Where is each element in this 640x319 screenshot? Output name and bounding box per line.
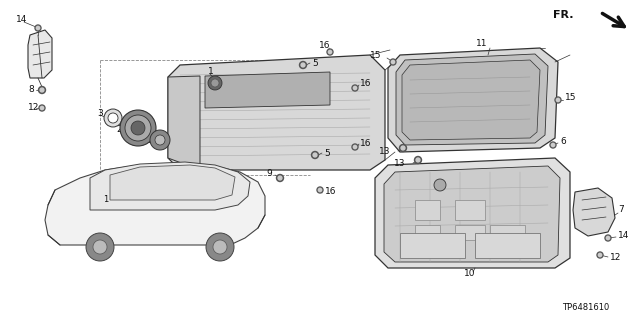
Circle shape	[415, 157, 422, 164]
Circle shape	[86, 233, 114, 261]
Text: 11: 11	[476, 40, 488, 48]
Circle shape	[550, 142, 556, 148]
Circle shape	[278, 176, 282, 180]
Circle shape	[313, 153, 317, 157]
Text: 14: 14	[16, 16, 28, 25]
Text: FR.: FR.	[552, 10, 573, 20]
Polygon shape	[402, 60, 540, 140]
Text: 2: 2	[116, 125, 122, 135]
Polygon shape	[90, 162, 250, 210]
Circle shape	[40, 106, 44, 110]
Circle shape	[353, 145, 356, 149]
Text: 16: 16	[325, 188, 337, 197]
Circle shape	[35, 25, 41, 31]
Bar	[455, 200, 485, 220]
Polygon shape	[396, 54, 548, 145]
Text: 12: 12	[28, 103, 40, 113]
Text: 13: 13	[378, 147, 390, 157]
Text: 8: 8	[28, 85, 34, 94]
Text: 5: 5	[324, 149, 330, 158]
Circle shape	[556, 98, 559, 102]
Polygon shape	[375, 158, 570, 268]
Circle shape	[108, 113, 118, 123]
Circle shape	[300, 62, 307, 69]
Circle shape	[40, 88, 44, 92]
Circle shape	[93, 240, 107, 254]
Polygon shape	[168, 76, 200, 170]
Circle shape	[597, 252, 603, 258]
Circle shape	[150, 130, 170, 150]
Circle shape	[434, 179, 446, 191]
Bar	[475, 233, 540, 258]
Circle shape	[318, 188, 322, 192]
Bar	[455, 225, 485, 240]
Circle shape	[317, 187, 323, 193]
Circle shape	[155, 135, 165, 145]
Text: 9: 9	[266, 169, 272, 179]
Bar	[415, 225, 440, 240]
Bar	[400, 233, 465, 258]
Circle shape	[401, 146, 405, 150]
Text: 1: 1	[103, 196, 108, 204]
Circle shape	[276, 174, 284, 182]
Circle shape	[211, 79, 219, 87]
Circle shape	[551, 143, 555, 147]
Circle shape	[399, 145, 406, 152]
Text: 7: 7	[618, 205, 624, 214]
Text: 16: 16	[360, 79, 371, 88]
Polygon shape	[28, 30, 52, 78]
Circle shape	[353, 86, 356, 90]
Circle shape	[312, 152, 319, 159]
Circle shape	[416, 158, 420, 162]
Text: 15: 15	[565, 93, 577, 102]
Text: 13: 13	[394, 160, 405, 168]
Circle shape	[213, 240, 227, 254]
Text: 10: 10	[464, 269, 476, 278]
Text: 16: 16	[319, 41, 331, 49]
Circle shape	[352, 144, 358, 150]
Text: 12: 12	[610, 254, 621, 263]
Polygon shape	[384, 166, 560, 262]
Text: 4: 4	[148, 137, 154, 146]
Text: 3: 3	[97, 108, 103, 117]
Circle shape	[352, 85, 358, 91]
Polygon shape	[388, 48, 558, 152]
Circle shape	[605, 235, 611, 241]
Text: 6: 6	[560, 137, 566, 146]
Circle shape	[39, 105, 45, 111]
Text: 5: 5	[312, 58, 317, 68]
Circle shape	[125, 115, 151, 141]
Circle shape	[120, 110, 156, 146]
Circle shape	[598, 253, 602, 257]
Bar	[490, 225, 525, 240]
Circle shape	[390, 59, 396, 65]
Text: 15: 15	[369, 51, 381, 61]
Text: TP6481610: TP6481610	[562, 303, 609, 313]
Polygon shape	[168, 55, 385, 170]
Circle shape	[131, 121, 145, 135]
Polygon shape	[110, 165, 235, 200]
Circle shape	[208, 76, 222, 90]
Circle shape	[391, 60, 395, 64]
Text: 1: 1	[208, 68, 214, 77]
Circle shape	[328, 50, 332, 54]
Polygon shape	[205, 72, 330, 108]
Circle shape	[327, 49, 333, 55]
Circle shape	[38, 86, 45, 93]
Text: 16: 16	[360, 138, 371, 147]
Text: 14: 14	[618, 232, 629, 241]
Bar	[415, 200, 440, 220]
Circle shape	[36, 26, 40, 30]
Circle shape	[104, 109, 122, 127]
Polygon shape	[45, 164, 265, 245]
Circle shape	[555, 97, 561, 103]
Circle shape	[606, 236, 610, 240]
Circle shape	[206, 233, 234, 261]
Circle shape	[301, 63, 305, 67]
Polygon shape	[573, 188, 615, 236]
